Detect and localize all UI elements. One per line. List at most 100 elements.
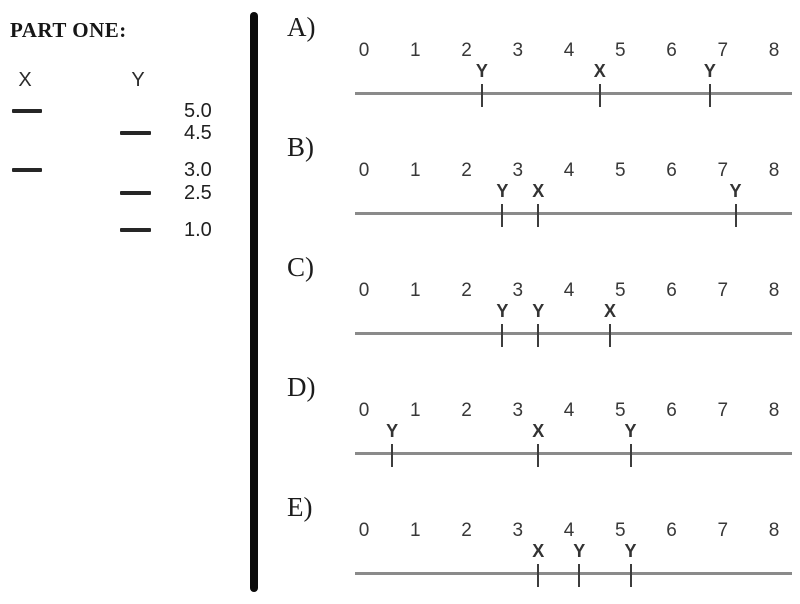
- axis-number: 3: [512, 280, 524, 301]
- gel-size-label: 3.0: [184, 159, 212, 181]
- marker-tick: [537, 204, 540, 227]
- axis-number: 7: [717, 280, 729, 301]
- gel-size-label: 2.5: [184, 182, 212, 204]
- marker-tick: [501, 204, 504, 227]
- marker-label-y: Y: [496, 181, 509, 201]
- marker-label-y: Y: [532, 301, 545, 321]
- marker-label-y: Y: [475, 61, 488, 81]
- marker-tick: [629, 444, 632, 467]
- axis-number: 5: [614, 40, 626, 61]
- marker-label-x: X: [532, 421, 545, 441]
- marker-tick: [578, 564, 581, 587]
- axis-number: 0: [358, 520, 370, 541]
- number-line: [355, 92, 792, 95]
- axis-number: 0: [358, 40, 370, 61]
- gel-band-x-3.0: [12, 168, 42, 172]
- axis-number: 6: [666, 520, 677, 541]
- axis-number: 2: [461, 400, 472, 421]
- marker-label-x: X: [603, 301, 617, 321]
- axis-number: 5: [614, 280, 626, 301]
- number-line: [355, 572, 792, 575]
- part-title: PART ONE:: [10, 18, 127, 42]
- marker-label-x: X: [532, 181, 545, 201]
- axis-number: 4: [563, 400, 575, 421]
- axis-number: 7: [717, 400, 729, 421]
- axis-number: 8: [768, 520, 780, 541]
- gel-band-x-5.0: [12, 109, 42, 113]
- marker-tick: [537, 324, 540, 347]
- axis-number: 3: [512, 400, 524, 421]
- marker-tick: [480, 84, 483, 107]
- gel-lane-label-y: Y: [131, 69, 145, 91]
- marker-label-y: Y: [386, 421, 399, 441]
- axis-number: 3: [512, 520, 524, 541]
- axis-number: 2: [461, 160, 472, 181]
- axis-number: 8: [768, 400, 780, 421]
- axis-number: 8: [768, 160, 780, 181]
- gel-size-label: 1.0: [184, 219, 212, 241]
- option-row-a: A) 0 1 2 3 4 5 6 7 8 Y X Y: [0, 0, 800, 120]
- axis-number: 3: [512, 160, 524, 181]
- number-line: [355, 212, 792, 215]
- axis-number: 6: [666, 160, 677, 181]
- option-row-d: D) 0 1 2 3 4 5 6 7 8 Y X Y: [0, 360, 800, 480]
- marker-tick: [609, 324, 611, 347]
- option-letter: B): [287, 132, 314, 162]
- option-letter: A): [287, 12, 316, 42]
- axis-number: 6: [666, 280, 677, 301]
- marker-label-y: Y: [624, 541, 637, 561]
- number-line: [355, 332, 792, 335]
- axis-number: 6: [666, 40, 677, 61]
- number-line: [355, 452, 792, 455]
- marker-label-y: Y: [703, 61, 716, 81]
- axis-number: 2: [461, 280, 472, 301]
- gel-band-y-4.5: [120, 131, 151, 135]
- marker-tick: [629, 564, 632, 587]
- marker-label-y: Y: [573, 541, 586, 561]
- marker-tick: [734, 204, 737, 227]
- gel-size-label: 5.0: [184, 100, 212, 122]
- axis-number: 5: [614, 400, 626, 421]
- option-row-e: E) 0 1 2 3 4 5 6 7 8 X Y Y: [0, 480, 800, 600]
- axis-number: 0: [358, 280, 370, 301]
- marker-tick: [598, 84, 601, 107]
- axis-number: 8: [768, 40, 780, 61]
- marker-tick: [391, 444, 394, 467]
- gel-band-y-2.5: [120, 191, 151, 195]
- axis-number: 2: [461, 520, 472, 541]
- axis-number: 0: [358, 400, 370, 421]
- axis-number: 4: [563, 40, 575, 61]
- axis-number: 7: [717, 520, 729, 541]
- axis-number: 1: [409, 520, 421, 541]
- axis-number: 4: [563, 280, 575, 301]
- gel-band-y-1.0: [120, 228, 151, 232]
- axis-number: 8: [768, 280, 780, 301]
- axis-number: 7: [717, 160, 729, 181]
- axis-number: 1: [409, 400, 421, 421]
- marker-tick: [501, 324, 504, 347]
- axis-number: 6: [666, 400, 677, 421]
- vertical-divider: [250, 12, 258, 592]
- marker-tick: [537, 564, 540, 587]
- axis-number: 3: [512, 40, 524, 61]
- axis-number: 1: [409, 160, 421, 181]
- axis-number: 5: [614, 520, 626, 541]
- axis-number: 5: [614, 160, 626, 181]
- option-row-b: B) 0 1 2 3 4 5 6 7 8 Y X Y: [0, 120, 800, 240]
- axis-number: 1: [409, 280, 421, 301]
- marker-label-y: Y: [624, 421, 637, 441]
- marker-label-x: X: [532, 541, 545, 561]
- marker-tick: [537, 444, 540, 467]
- marker-label-y: Y: [496, 301, 509, 321]
- gel-lane-label-x: X: [18, 69, 32, 91]
- option-letter: C): [287, 252, 314, 282]
- axis-number: 0: [358, 160, 370, 181]
- axis-number: 4: [563, 520, 575, 541]
- axis-number: 1: [409, 40, 421, 61]
- marker-tick: [708, 84, 711, 107]
- option-letter: E): [287, 492, 313, 522]
- axis-number: 7: [717, 40, 729, 61]
- gel-size-label: 4.5: [184, 122, 212, 144]
- axis-number: 4: [563, 160, 575, 181]
